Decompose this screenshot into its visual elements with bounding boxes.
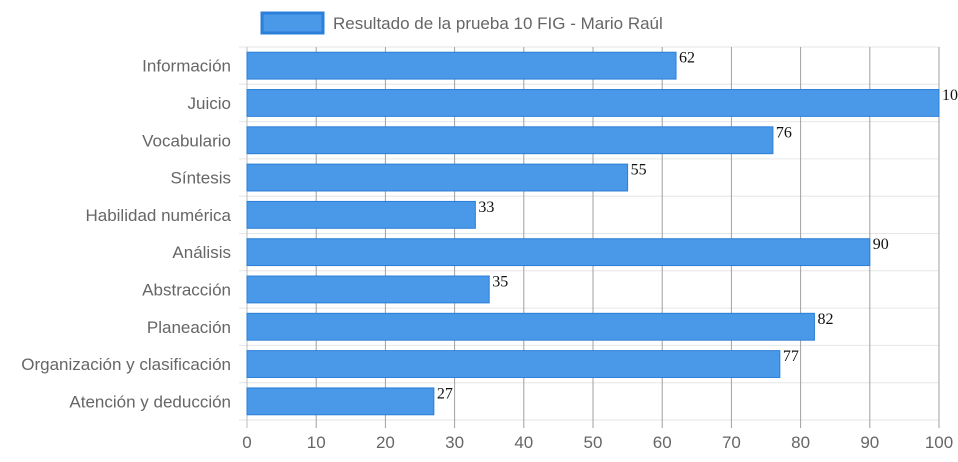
data-label: 33 <box>478 199 494 216</box>
x-tick-label: 70 <box>722 433 741 452</box>
x-tick-label: 60 <box>653 433 672 452</box>
category-label: Análisis <box>172 243 231 262</box>
x-tick-label: 10 <box>307 433 326 452</box>
bar[interactable] <box>246 275 490 304</box>
category-label: Información <box>142 57 231 76</box>
legend[interactable]: Resultado de la prueba 10 FIG - Mario Ra… <box>260 11 663 35</box>
category-label: Organización y clasificación <box>21 355 231 374</box>
labels: 0 10 20 30 40 50 60 70 80 90 100 Información 62 Juici… <box>21 50 958 452</box>
data-label: 77 <box>783 348 799 365</box>
category-label: Planeación <box>147 318 231 337</box>
legend-label[interactable]: Resultado de la prueba 10 FIG - Mario Ra… <box>333 14 663 33</box>
bar[interactable] <box>246 126 774 155</box>
bar[interactable] <box>246 200 476 229</box>
data-label: 76 <box>776 124 792 141</box>
data-label: 62 <box>679 50 695 67</box>
bar[interactable] <box>246 89 940 117</box>
bar[interactable] <box>246 387 435 416</box>
x-tick-label: 100 <box>925 433 953 452</box>
bar[interactable] <box>246 350 781 378</box>
bar[interactable] <box>246 238 871 267</box>
category-label: Juicio <box>188 94 231 113</box>
x-tick-label: 20 <box>376 433 395 452</box>
x-tick-label: 80 <box>791 433 810 452</box>
data-label: 27 <box>437 385 453 402</box>
x-tick-label: 30 <box>445 433 464 452</box>
bar[interactable] <box>246 163 629 192</box>
x-tick-label: 50 <box>584 433 603 452</box>
data-label: 82 <box>817 311 833 328</box>
data-label: 90 <box>873 236 889 253</box>
x-tick-label: 0 <box>242 433 251 452</box>
category-label: Vocabulario <box>142 131 231 150</box>
data-label: 100 <box>942 87 958 104</box>
x-tick-label: 40 <box>514 433 533 452</box>
x-tick-label: 90 <box>860 433 879 452</box>
category-label: Síntesis <box>171 169 231 188</box>
category-label: Habilidad numérica <box>85 206 231 225</box>
legend-swatch[interactable] <box>260 11 325 35</box>
data-label: 35 <box>492 273 508 290</box>
category-label: Atención y deducción <box>69 392 231 411</box>
bar[interactable] <box>246 51 677 80</box>
data-label: 55 <box>631 162 647 179</box>
bar[interactable] <box>246 312 815 341</box>
category-label: Abstracción <box>142 280 231 299</box>
bars <box>246 51 940 416</box>
